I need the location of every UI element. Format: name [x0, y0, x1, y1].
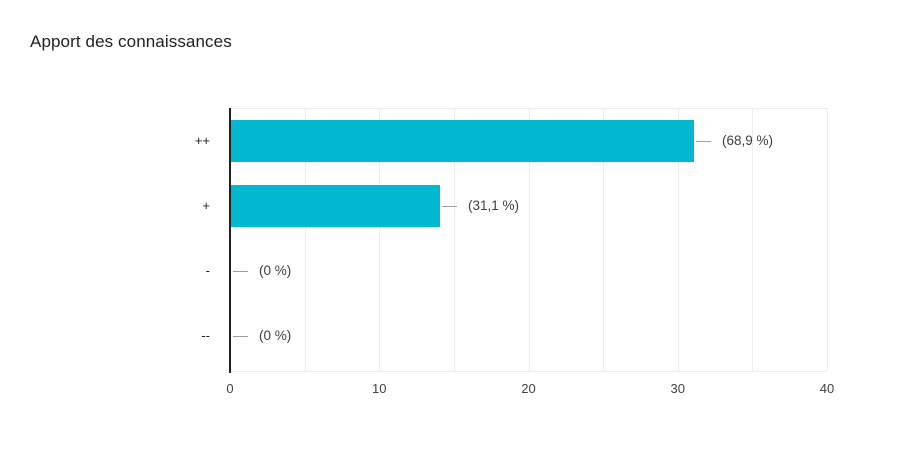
callout-line	[233, 270, 248, 272]
callout-line	[696, 140, 711, 142]
category-label: -	[205, 262, 210, 278]
chart-title: Apport des connaissances	[30, 32, 232, 51]
value-label: (0 %)	[259, 262, 292, 278]
plot-bottom-border	[230, 371, 827, 372]
x-tick-label: 30	[670, 381, 685, 396]
grid-line	[379, 108, 381, 371]
grid-line	[304, 108, 306, 371]
grid-line	[752, 108, 754, 371]
category-label: --	[201, 327, 210, 343]
grid-line	[453, 108, 455, 371]
x-tick-label: 40	[819, 381, 835, 396]
y-axis-line	[229, 108, 231, 373]
value-label: (0 %)	[259, 327, 292, 343]
bar	[231, 119, 694, 162]
callout-line	[233, 335, 248, 337]
grid-line	[603, 108, 605, 371]
bar	[231, 184, 440, 227]
value-label: (68,9 %)	[722, 132, 774, 148]
x-tick-label: 20	[521, 381, 536, 396]
grid-line	[528, 108, 530, 371]
value-label: (31,1 %)	[468, 197, 520, 213]
x-tick-label: 10	[372, 381, 387, 396]
callout-line	[442, 205, 457, 207]
category-label: ++	[194, 132, 210, 148]
grid-line	[677, 108, 679, 371]
category-label: +	[202, 197, 210, 213]
grid-line	[827, 108, 828, 371]
x-tick-label: 0	[226, 381, 234, 396]
